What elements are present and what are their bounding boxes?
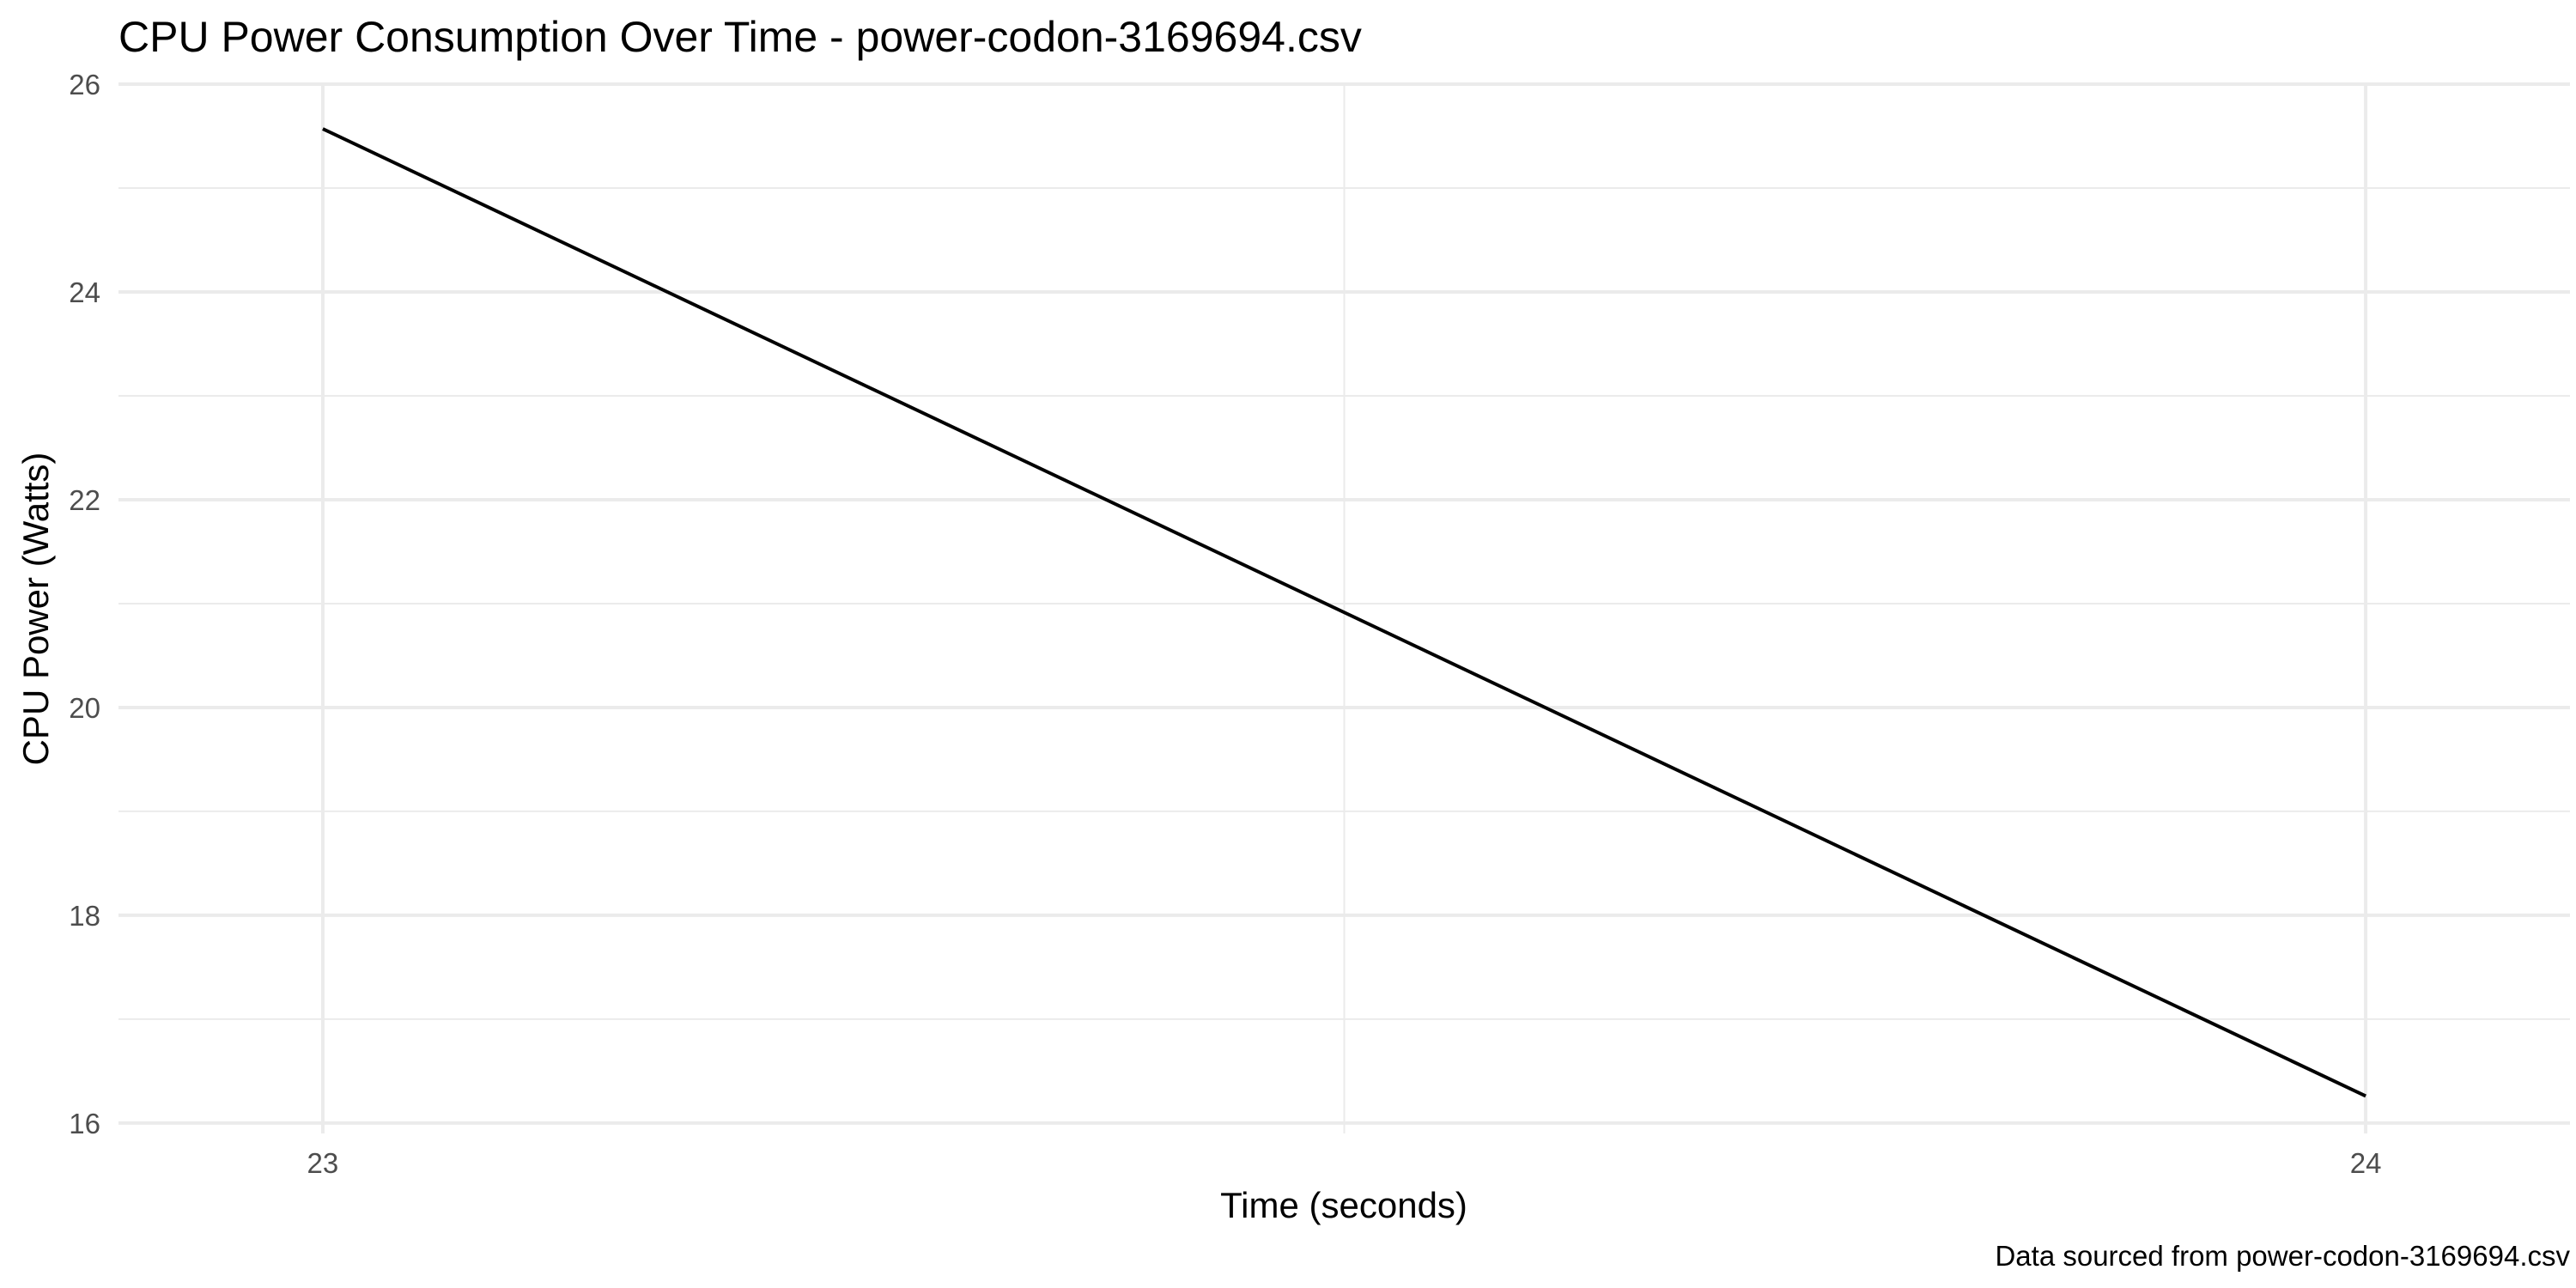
y-axis-title: CPU Power (Watts) bbox=[15, 453, 56, 766]
y-tick-label: 24 bbox=[69, 276, 100, 308]
y-tick-label: 20 bbox=[69, 692, 100, 724]
x-tick-label: 24 bbox=[2350, 1147, 2382, 1179]
y-tick-label: 18 bbox=[69, 900, 100, 932]
series-line bbox=[322, 127, 2366, 1098]
y-tick-labels: 16 18 20 22 24 26 bbox=[69, 69, 100, 1139]
y-tick-label: 22 bbox=[69, 484, 100, 516]
y-tick-label: 26 bbox=[69, 69, 100, 100]
series-layer bbox=[322, 127, 2366, 1098]
x-tick-labels: 23 24 bbox=[307, 1147, 2382, 1179]
x-axis-title: Time (seconds) bbox=[1220, 1185, 1467, 1225]
caption: Data sourced from power-codon-3169694.cs… bbox=[1995, 1240, 2570, 1272]
grid bbox=[118, 82, 2570, 1133]
x-tick-label: 23 bbox=[307, 1147, 339, 1179]
chart-title: CPU Power Consumption Over Time - power-… bbox=[118, 13, 1362, 61]
y-tick-label: 16 bbox=[69, 1108, 100, 1139]
